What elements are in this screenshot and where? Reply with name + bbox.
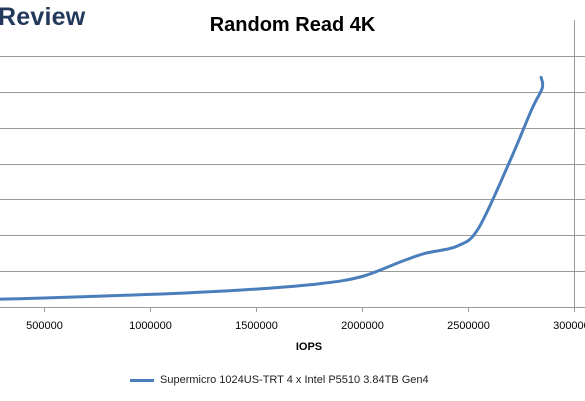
x-tick-label-2: 1500000: [235, 320, 278, 332]
x-tick-label-3: 2000000: [341, 320, 384, 332]
chart-title: Random Read 4K: [209, 14, 376, 36]
x-tick-label-0: 500000: [26, 320, 63, 332]
x-ticks: 500000 1000000 1500000 2000000 2500000 300000…: [26, 307, 585, 332]
site-logo: Review: [0, 3, 86, 31]
legend-label: Supermicro 1024US-TRT 4 x Intel P5510 3.…: [160, 374, 429, 386]
gridlines: [0, 56, 585, 272]
legend-swatch: [130, 378, 154, 382]
series-line-0: [0, 75, 545, 301]
x-tick-label-1: 1000000: [129, 320, 172, 332]
x-tick-label-4: 2500000: [447, 320, 490, 332]
legend: Supermicro 1024US-TRT 4 x Intel P5510 3.…: [130, 374, 429, 386]
x-axis-label: IOPS: [296, 341, 322, 353]
x-tick-label-5: 3000000: [553, 320, 585, 332]
series-layer: [0, 75, 545, 301]
